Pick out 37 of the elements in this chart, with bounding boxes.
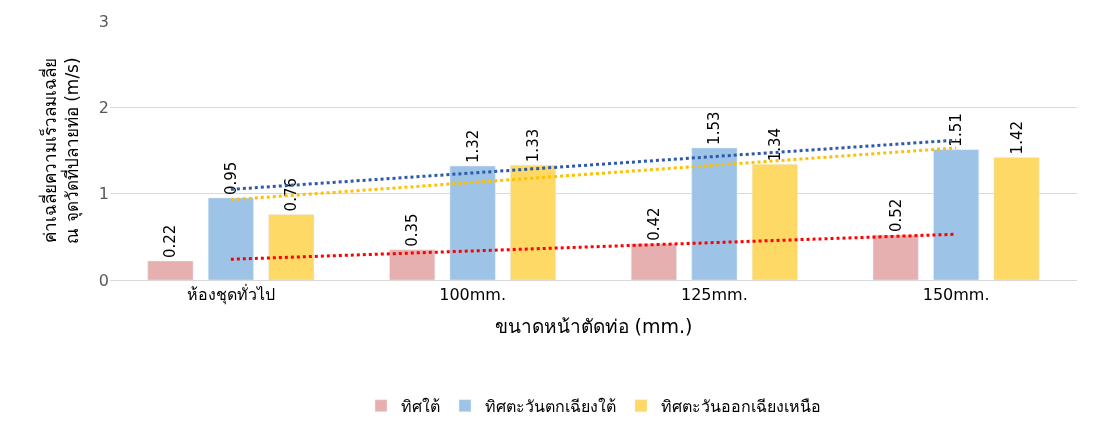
x-axis-title: ขนาดหน้าตัดท่อ (mm.): [494, 315, 693, 337]
data-label: 1.33: [524, 128, 543, 163]
data-label: 1.53: [705, 111, 724, 145]
bar: [207, 197, 254, 280]
bar: [389, 249, 436, 280]
legend-label: ทิศตะวันตกเฉียงใต้: [485, 396, 616, 416]
bar: [751, 164, 798, 280]
bar: [449, 165, 496, 280]
data-label: 1.32: [463, 129, 482, 164]
data-label: 0.52: [886, 198, 905, 233]
data-label: 1.34: [765, 127, 784, 162]
data-label: 1.42: [1007, 121, 1026, 155]
y-axis-title: ค่าเฉลี่ยความเร็วลมเฉลี่ย ณ จุดวัดที่ปลายท่อ (m/s): [38, 57, 84, 244]
bar: [691, 147, 738, 280]
x-tick-label: 150mm.: [922, 285, 990, 305]
legend-label: ทิศใต้: [401, 396, 440, 416]
y-tick-label: 3: [98, 11, 109, 31]
bar: [147, 260, 194, 280]
bar: [268, 214, 315, 280]
data-label: 0.22: [161, 224, 180, 259]
data-label: 1.51: [947, 113, 966, 147]
y-tick-label: 2: [98, 97, 109, 117]
y-tick-label: 1: [98, 184, 109, 204]
data-label: 0.76: [282, 177, 301, 212]
bar: [933, 149, 980, 280]
data-label: 0.35: [403, 213, 422, 247]
data-label: 0.42: [644, 207, 663, 241]
x-tick-label: 100mm.: [439, 285, 507, 305]
y-tick-label: 0: [98, 270, 109, 290]
bar: [510, 164, 556, 280]
x-tick-label: ห้องชุดทั่วไป: [186, 283, 275, 306]
data-label: 0.95: [221, 161, 240, 195]
bar: [993, 157, 1040, 280]
legend-label: ทิศตะวันออกเฉียงเหนือ: [661, 396, 821, 416]
bar: [872, 234, 919, 280]
x-tick-label: 125mm.: [680, 285, 748, 305]
bar: [631, 243, 677, 280]
